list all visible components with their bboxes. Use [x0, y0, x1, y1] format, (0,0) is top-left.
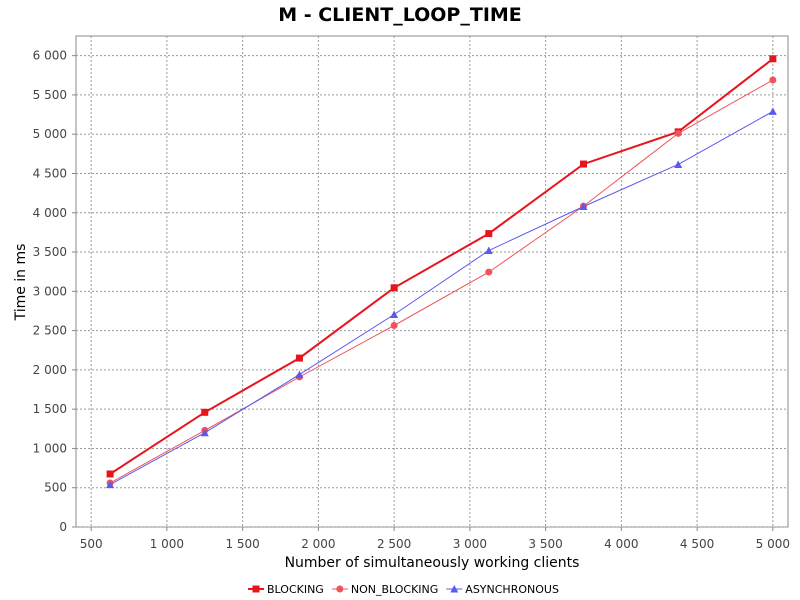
x-tick-label: 2 000 [301, 537, 335, 551]
data-point-triangle [674, 160, 683, 168]
legend-label: BLOCKING [267, 583, 324, 596]
y-tick-label: 0 [59, 520, 67, 534]
x-tick-label: 500 [80, 537, 103, 551]
y-tick-label: 3 000 [33, 284, 67, 298]
legend-label: ASYNCHRONOUS [465, 583, 559, 596]
legend: BLOCKING NON_BLOCKING ASYNCHRONOUS [248, 583, 559, 596]
y-tick-label: 500 [44, 481, 67, 495]
series-line [109, 79, 774, 484]
x-tick-label: 3 000 [453, 537, 487, 551]
series-asynchronous [106, 107, 777, 489]
data-point-triangle [579, 202, 588, 210]
data-point-square [295, 354, 303, 362]
data-point-square [390, 284, 398, 292]
x-tick-label: 2 500 [377, 537, 411, 551]
ticks: 500 1 000 1 500 2 000 2 500 3 000 3 500 4 000 4 … [33, 49, 790, 551]
data-point-triangle [295, 370, 304, 379]
y-tick-label: 4 000 [33, 206, 67, 220]
data-point-square [485, 230, 493, 238]
y-tick-label: 2 000 [33, 363, 67, 377]
data-point-square [769, 55, 777, 63]
x-tick-label: 4 500 [680, 537, 714, 551]
data-point-triangle [768, 107, 777, 115]
x-tick-label: 1 500 [225, 537, 259, 551]
data-point-circle [674, 129, 682, 137]
y-tick-label: 6 000 [33, 49, 67, 63]
y-tick-label: 2 500 [33, 324, 67, 338]
data-point-circle [485, 268, 493, 276]
legend-item: NON_BLOCKING [331, 583, 438, 596]
series-line [109, 110, 774, 486]
grid [76, 36, 788, 528]
data-point-triangle [200, 428, 209, 437]
x-tick-label: 3 500 [528, 537, 562, 551]
x-axis-label: Number of simultaneously working clients [285, 555, 580, 571]
legend-item: ASYNCHRONOUS [446, 583, 559, 596]
y-tick-label: 1 500 [33, 402, 67, 416]
legend-label: NON_BLOCKING [351, 583, 438, 596]
y-tick-label: 5 000 [33, 127, 67, 141]
series-layer [106, 55, 777, 489]
data-point-circle [336, 585, 344, 593]
data-point-square [579, 160, 587, 168]
series-line [109, 58, 774, 475]
y-axis-label: Time in ms [13, 244, 29, 322]
y-tick-label: 3 500 [33, 245, 67, 259]
data-point-triangle [450, 585, 459, 593]
y-tick-label: 1 000 [33, 441, 67, 455]
legend-item: BLOCKING [248, 583, 324, 596]
x-tick-label: 1 000 [150, 537, 184, 551]
data-point-square [106, 470, 114, 478]
x-tick-label: 4 000 [604, 537, 638, 551]
data-point-circle [390, 321, 398, 329]
data-point-triangle [390, 310, 399, 318]
y-tick-label: 5 500 [33, 88, 67, 102]
data-point-square [201, 408, 209, 416]
data-point-triangle [106, 480, 115, 489]
data-point-square [252, 585, 260, 593]
plot-area [75, 35, 789, 528]
y-tick-label: 4 500 [33, 166, 67, 180]
data-point-circle [769, 76, 777, 84]
data-point-triangle [484, 246, 493, 254]
chart-title: M - CLIENT_LOOP_TIME [278, 4, 522, 26]
x-tick-label: 5 000 [756, 537, 790, 551]
